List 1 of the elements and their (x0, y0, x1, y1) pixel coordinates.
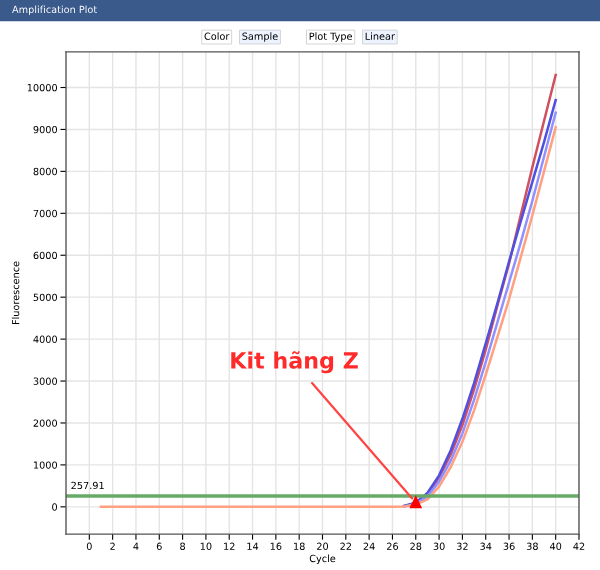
annotation: Kit hãng Z (231, 351, 358, 374)
